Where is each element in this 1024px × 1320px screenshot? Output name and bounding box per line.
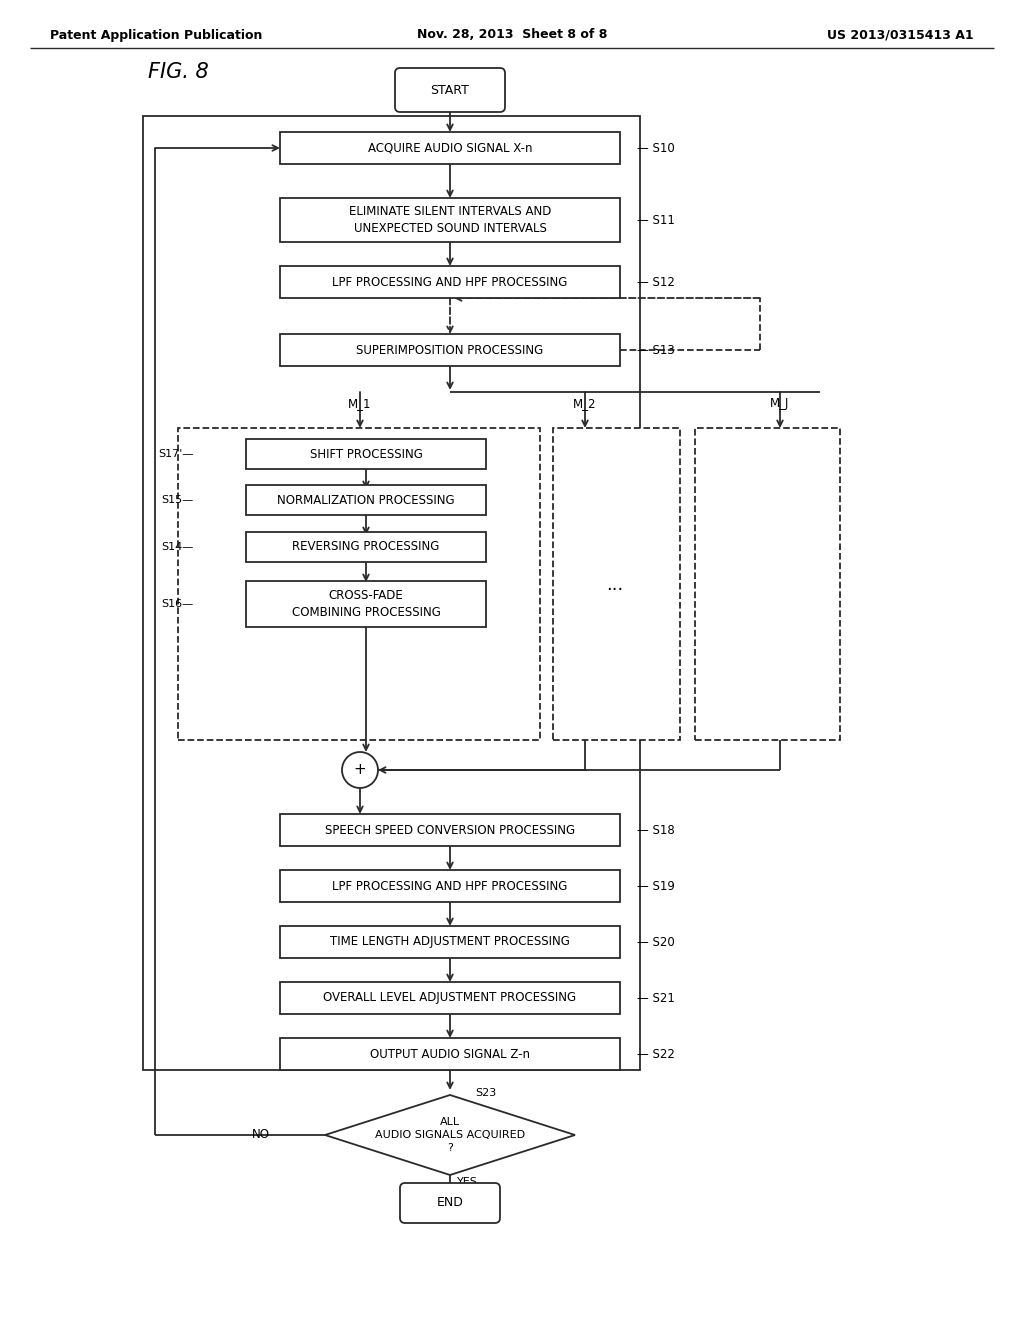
- Text: NO: NO: [252, 1129, 270, 1142]
- FancyBboxPatch shape: [280, 1038, 620, 1071]
- Text: S15—: S15—: [162, 495, 194, 506]
- Text: ELIMINATE SILENT INTERVALS AND
UNEXPECTED SOUND INTERVALS: ELIMINATE SILENT INTERVALS AND UNEXPECTE…: [349, 205, 551, 235]
- Text: OUTPUT AUDIO SIGNAL Z-n: OUTPUT AUDIO SIGNAL Z-n: [370, 1048, 530, 1060]
- Text: — S18: — S18: [637, 824, 675, 837]
- Text: +: +: [353, 763, 367, 777]
- Text: — S20: — S20: [637, 936, 675, 949]
- Text: END: END: [436, 1196, 464, 1209]
- FancyBboxPatch shape: [178, 428, 540, 741]
- Text: — S21: — S21: [637, 991, 675, 1005]
- Text: START: START: [430, 83, 469, 96]
- Text: YES: YES: [457, 1177, 478, 1187]
- FancyBboxPatch shape: [280, 870, 620, 902]
- FancyBboxPatch shape: [246, 484, 486, 515]
- Text: NORMALIZATION PROCESSING: NORMALIZATION PROCESSING: [278, 494, 455, 507]
- Text: M_2: M_2: [573, 397, 597, 411]
- Text: S14—: S14—: [162, 543, 194, 552]
- Polygon shape: [325, 1096, 575, 1175]
- Text: — S19: — S19: [637, 879, 675, 892]
- Text: — S13: — S13: [637, 343, 675, 356]
- Text: — S12: — S12: [637, 276, 675, 289]
- Text: LPF PROCESSING AND HPF PROCESSING: LPF PROCESSING AND HPF PROCESSING: [333, 276, 567, 289]
- Text: — S11: — S11: [637, 214, 675, 227]
- Text: ALL
AUDIO SIGNALS ACQUIRED
?: ALL AUDIO SIGNALS ACQUIRED ?: [375, 1117, 525, 1154]
- FancyBboxPatch shape: [280, 927, 620, 958]
- Text: US 2013/0315413 A1: US 2013/0315413 A1: [827, 29, 974, 41]
- Text: SPEECH SPEED CONVERSION PROCESSING: SPEECH SPEED CONVERSION PROCESSING: [325, 824, 575, 837]
- Text: LPF PROCESSING AND HPF PROCESSING: LPF PROCESSING AND HPF PROCESSING: [333, 879, 567, 892]
- FancyBboxPatch shape: [280, 982, 620, 1014]
- Text: — S10: — S10: [637, 141, 675, 154]
- FancyBboxPatch shape: [280, 814, 620, 846]
- Text: S23: S23: [475, 1088, 497, 1098]
- Text: Patent Application Publication: Patent Application Publication: [50, 29, 262, 41]
- FancyBboxPatch shape: [246, 532, 486, 562]
- FancyBboxPatch shape: [280, 198, 620, 242]
- FancyBboxPatch shape: [553, 428, 680, 741]
- FancyBboxPatch shape: [280, 267, 620, 298]
- Text: SUPERIMPOSITION PROCESSING: SUPERIMPOSITION PROCESSING: [356, 343, 544, 356]
- Text: — S22: — S22: [637, 1048, 675, 1060]
- Text: FIG. 8: FIG. 8: [148, 62, 209, 82]
- Text: REVERSING PROCESSING: REVERSING PROCESSING: [292, 540, 439, 553]
- Text: SHIFT PROCESSING: SHIFT PROCESSING: [309, 447, 423, 461]
- Text: M_J: M_J: [770, 397, 790, 411]
- Text: OVERALL LEVEL ADJUSTMENT PROCESSING: OVERALL LEVEL ADJUSTMENT PROCESSING: [324, 991, 577, 1005]
- FancyBboxPatch shape: [280, 132, 620, 164]
- Text: CROSS-FADE
COMBINING PROCESSING: CROSS-FADE COMBINING PROCESSING: [292, 589, 440, 619]
- FancyBboxPatch shape: [400, 1183, 500, 1224]
- FancyBboxPatch shape: [280, 334, 620, 366]
- FancyBboxPatch shape: [695, 428, 840, 741]
- Text: ...: ...: [606, 576, 624, 594]
- FancyBboxPatch shape: [246, 440, 486, 469]
- FancyBboxPatch shape: [395, 69, 505, 112]
- Text: Nov. 28, 2013  Sheet 8 of 8: Nov. 28, 2013 Sheet 8 of 8: [417, 29, 607, 41]
- Circle shape: [342, 752, 378, 788]
- Text: TIME LENGTH ADJUSTMENT PROCESSING: TIME LENGTH ADJUSTMENT PROCESSING: [330, 936, 570, 949]
- Text: S17'—: S17'—: [159, 449, 194, 459]
- Text: ACQUIRE AUDIO SIGNAL X-n: ACQUIRE AUDIO SIGNAL X-n: [368, 141, 532, 154]
- Text: S16—: S16—: [162, 599, 194, 609]
- Text: M_1: M_1: [348, 397, 372, 411]
- FancyBboxPatch shape: [246, 581, 486, 627]
